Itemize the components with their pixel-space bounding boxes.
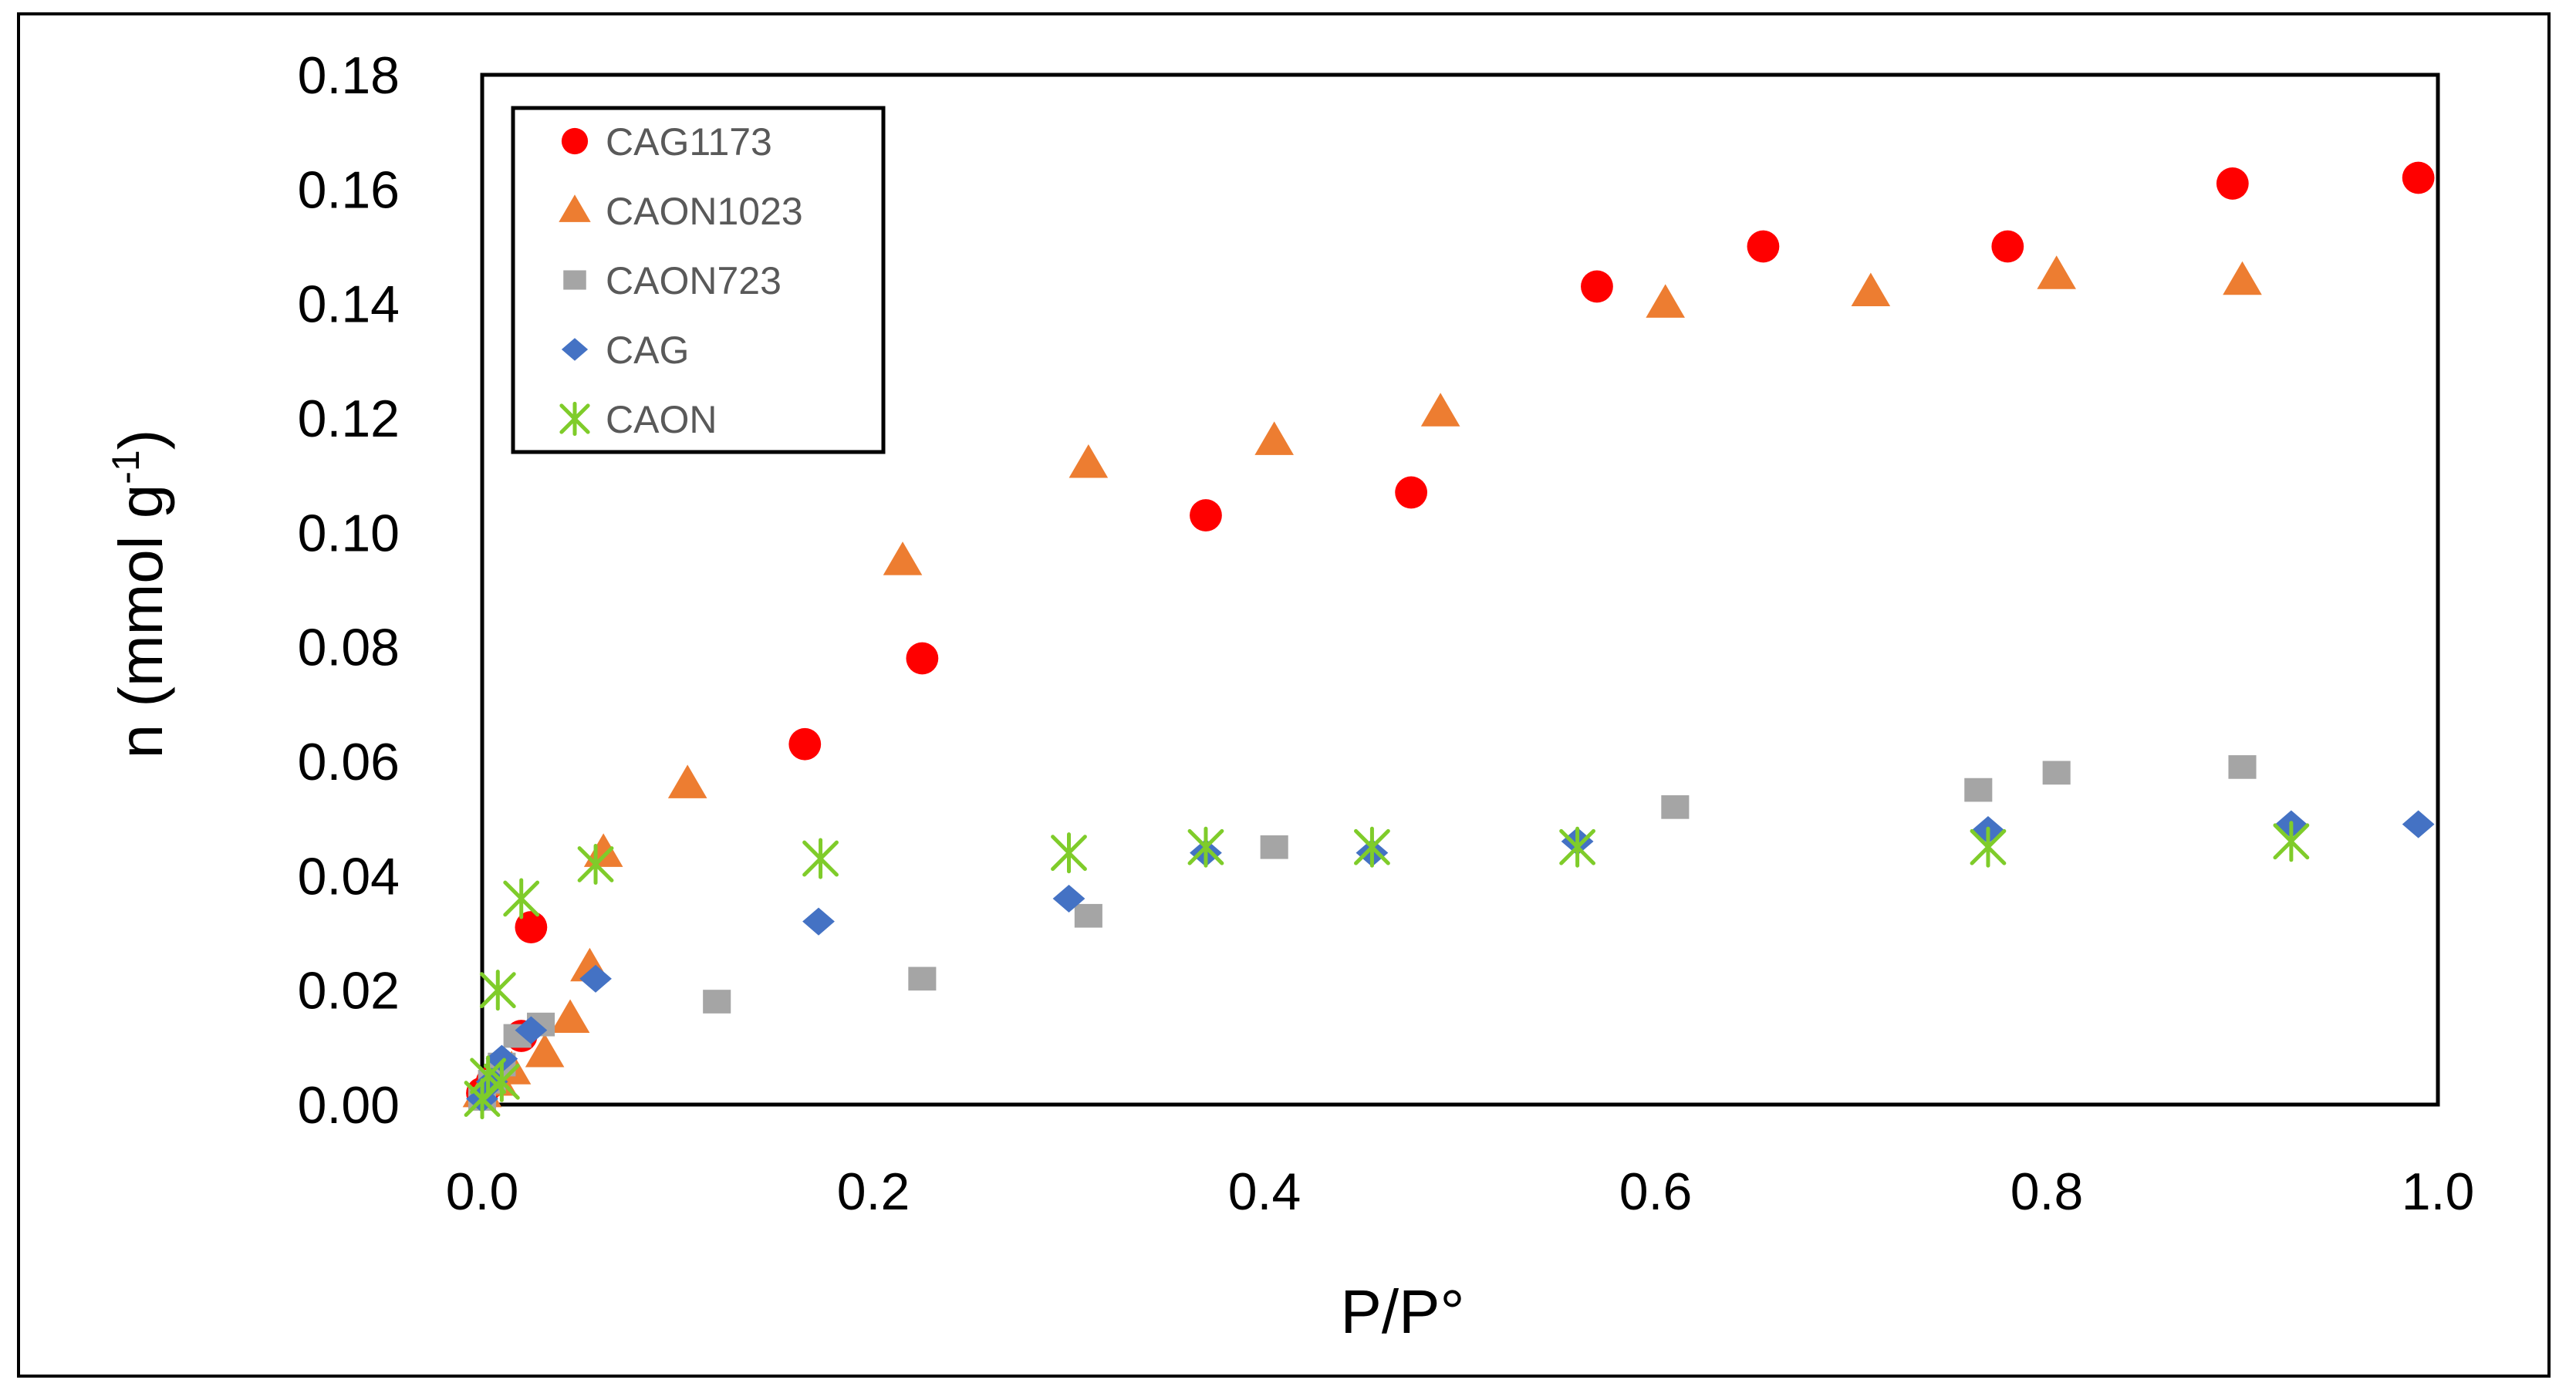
data-point-CAON723 — [703, 990, 731, 1014]
data-point-CAON723 — [908, 967, 937, 991]
y-tick-label: 0.04 — [298, 847, 400, 906]
data-point-CAON723 — [1260, 835, 1288, 859]
y-axis-title-close: ) — [106, 430, 175, 450]
legend-label-CAON723: CAON723 — [606, 259, 782, 302]
y-axis-title: n (mmol g-1) — [104, 430, 175, 759]
x-tick-label: 0.6 — [1619, 1162, 1693, 1221]
data-point-CAON — [479, 970, 516, 1011]
data-point-CAG1173 — [2216, 167, 2249, 200]
data-point-CAON — [503, 878, 540, 919]
legend-label-CAG1173: CAG1173 — [606, 120, 772, 164]
data-point-CAON1023 — [667, 764, 707, 798]
data-point-CAON723 — [1964, 778, 1993, 802]
legend-marker-CAON — [559, 401, 590, 437]
legend-marker-CAG — [561, 338, 589, 361]
data-point-CAON — [483, 1061, 520, 1102]
y-axis-title-sup: -1 — [104, 450, 147, 484]
data-point-CAG1173 — [1747, 230, 1780, 263]
legend-label-CAON1023: CAON1023 — [606, 190, 803, 233]
x-tick-labels: 0.0 0.2 0.4 0.6 0.8 1.0 — [446, 1162, 2475, 1221]
legend-entry-CAON: CAON — [559, 398, 717, 441]
y-tick-labels: 0.00 0.02 0.04 0.06 0.08 0.10 0.12 0.14 0.16 0.18 — [298, 46, 400, 1135]
data-marks — [462, 161, 2435, 1120]
data-point-CAG — [485, 1044, 518, 1073]
x-tick-label: 1.0 — [2402, 1162, 2475, 1221]
data-point-CAON — [1187, 826, 1224, 868]
data-point-CAON1023 — [525, 1033, 565, 1068]
x-tick-label: 0.8 — [2010, 1162, 2084, 1221]
data-point-CAON1023 — [1851, 272, 1891, 307]
data-point-CAG1173 — [515, 911, 548, 943]
data-point-CAON — [1354, 826, 1390, 868]
legend-label-CAG: CAG — [606, 329, 689, 372]
legend-label-CAON: CAON — [606, 398, 717, 441]
data-point-CAON1023 — [1420, 393, 1460, 427]
x-axis-title: P/P° — [1341, 1277, 1465, 1346]
x-tick-label: 0.4 — [1228, 1162, 1302, 1221]
y-tick-label: 0.14 — [298, 275, 400, 334]
y-tick-label: 0.08 — [298, 619, 400, 677]
y-tick-label: 0.18 — [298, 46, 400, 105]
data-point-CAON723 — [2228, 755, 2257, 779]
data-point-CAON1023 — [550, 999, 590, 1033]
data-point-CAG1173 — [1581, 270, 1613, 303]
data-point-CAON1023 — [1646, 284, 1685, 318]
data-point-CAON1023 — [2223, 261, 2262, 295]
y-tick-label: 0.02 — [298, 962, 400, 1020]
data-point-CAG — [515, 1016, 548, 1044]
chart-frame — [17, 12, 2551, 1378]
legend-entry-CAG1173: CAG1173 — [561, 120, 772, 164]
data-point-CAON723 — [1661, 794, 1690, 819]
data-point-CAON723 — [2042, 761, 2071, 785]
data-point-CAON — [577, 843, 614, 886]
data-point-CAON — [1559, 826, 1595, 868]
legend-entry-CAG: CAG — [561, 329, 689, 372]
legend-marker-CAON1023 — [559, 194, 591, 222]
y-tick-label: 0.12 — [298, 390, 400, 448]
data-point-CAON — [802, 838, 839, 879]
y-tick-label: 0.00 — [298, 1076, 400, 1135]
data-point-CAG1173 — [1190, 499, 1222, 531]
legend: CAG1173 CAON1023 CAON723 CAG CAON — [511, 106, 886, 454]
data-point-CAON — [2273, 821, 2310, 862]
x-tick-label: 0.0 — [446, 1162, 519, 1221]
data-point-CAG1173 — [788, 727, 822, 761]
data-point-CAG — [579, 964, 612, 993]
data-point-CAON1023 — [2037, 255, 2076, 289]
series-CAON — [464, 821, 2310, 1120]
y-tick-label: 0.16 — [298, 160, 400, 219]
data-point-CAON1023 — [583, 833, 623, 867]
legend-entry-CAON723: CAON723 — [563, 259, 782, 302]
data-point-CAG1173 — [2402, 161, 2435, 194]
legend-marker-CAON723 — [563, 270, 586, 290]
data-point-CAON — [1970, 826, 2007, 868]
data-point-CAG1173 — [1991, 230, 2024, 263]
data-point-CAG — [1052, 884, 1085, 913]
data-point-CAON1023 — [1069, 444, 1109, 478]
y-tick-label: 0.10 — [298, 504, 400, 562]
data-point-CAON1023 — [883, 541, 923, 575]
x-tick-label: 0.2 — [837, 1162, 910, 1221]
y-tick-label: 0.06 — [298, 733, 400, 791]
data-point-CAG1173 — [1395, 476, 1428, 509]
data-point-CAON723 — [1074, 903, 1102, 928]
legend-marker-CAG1173 — [561, 127, 589, 155]
y-axis-title-main: n (mmol g — [106, 484, 175, 759]
data-point-CAG1173 — [906, 642, 939, 675]
data-point-CAG — [802, 907, 835, 936]
data-point-CAON — [1051, 832, 1087, 874]
data-point-CAG — [2402, 810, 2435, 838]
data-point-CAON1023 — [1254, 421, 1294, 455]
legend-entry-CAON1023: CAON1023 — [559, 190, 803, 233]
